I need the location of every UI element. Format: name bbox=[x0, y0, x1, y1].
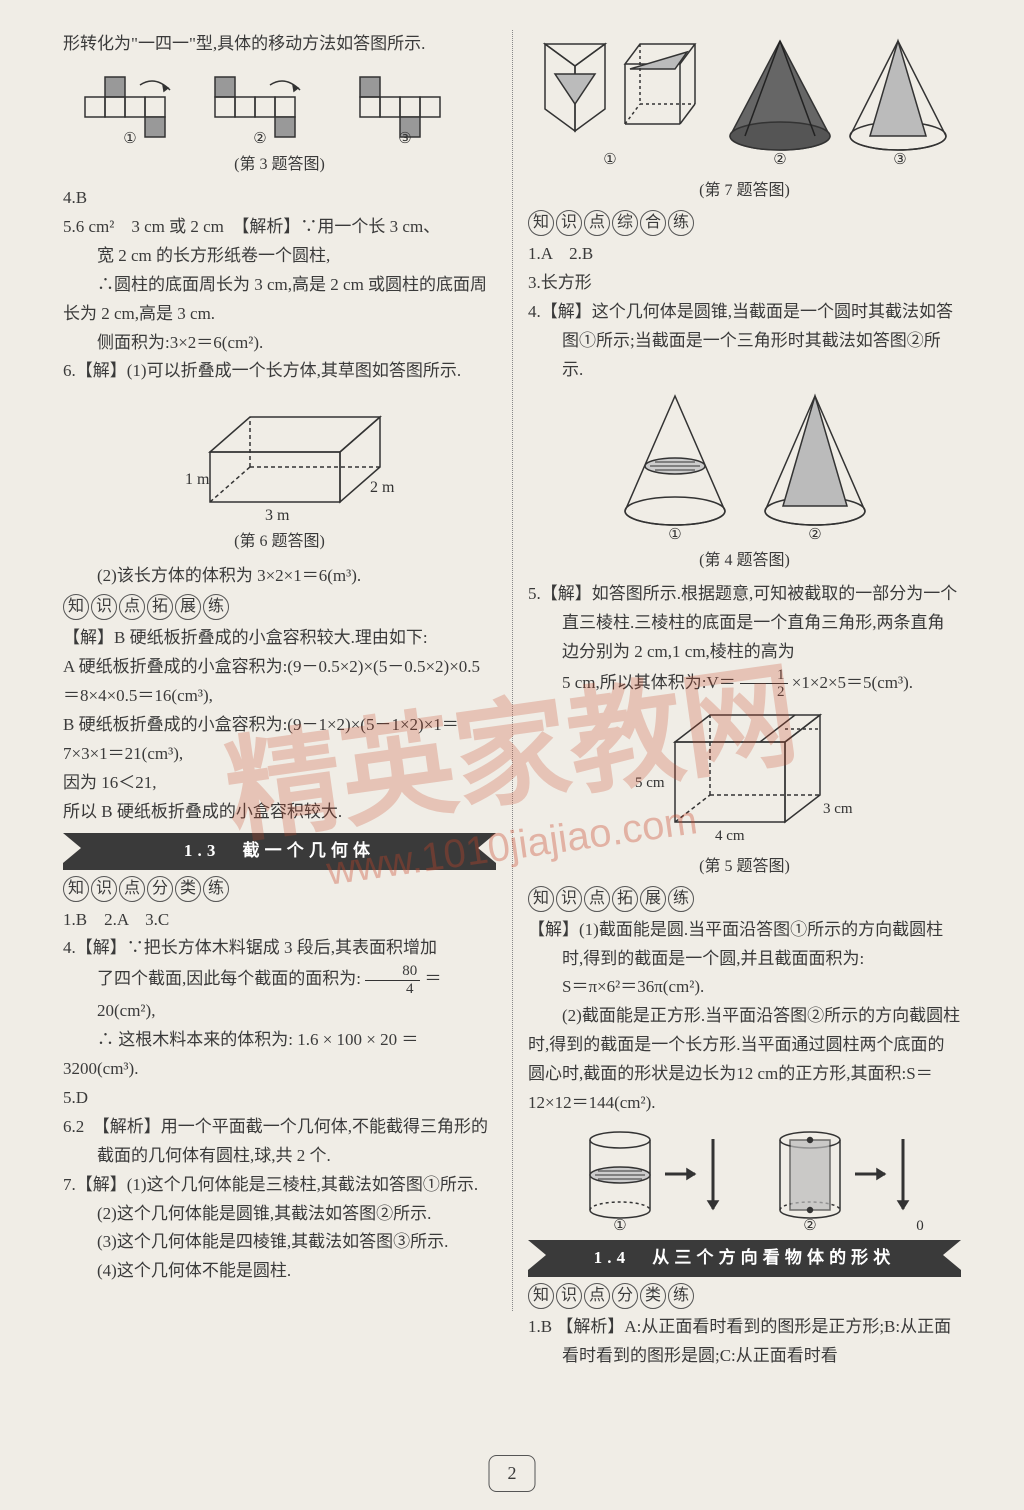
page-content: 形转化为"一四一"型,具体的移动方法如答图所示. bbox=[0, 0, 1024, 1371]
svg-text:②: ② bbox=[773, 152, 786, 168]
intro-text: 形转化为"一四一"型,具体的移动方法如答图所示. bbox=[63, 30, 496, 59]
q7-l2: (2)这个几何体能是圆锥,其截法如答图②所示. bbox=[63, 1200, 496, 1229]
column-divider bbox=[512, 30, 513, 1311]
ext-l4: 因为 16＜21, bbox=[63, 769, 496, 798]
q4b-l3: 20(cm²), bbox=[63, 997, 496, 1026]
left-column: 形转化为"一四一"型,具体的移动方法如答图所示. bbox=[55, 30, 512, 1371]
svg-text:①: ① bbox=[123, 131, 136, 145]
svg-text:②: ② bbox=[803, 1218, 816, 1234]
r-ext-l2: S＝π×6²＝36π(cm²). bbox=[528, 973, 961, 1002]
cls-title-left: 知识点分类练 bbox=[63, 876, 496, 902]
svg-text:5 cm: 5 cm bbox=[635, 775, 665, 791]
ext-title-left: 知识点拓展练 bbox=[63, 594, 496, 620]
section-1-4-bar: 1.4 从三个方向看物体的形状 bbox=[528, 1240, 961, 1277]
r-cls-l1: 1.B 【解析】A:从正面看时看到的图形是正方形;B:从正面看时看到的图形是圆;… bbox=[528, 1313, 961, 1371]
ext-l3: B 硬纸板折叠成的小盒容积为:(9－1×2)×(5－1×2)×1＝7×3×1＝2… bbox=[63, 711, 496, 769]
q4: 4.B bbox=[63, 184, 496, 213]
svg-text:3 m: 3 m bbox=[265, 507, 290, 522]
q7-l4: (4)这个几何体不能是圆柱. bbox=[63, 1257, 496, 1286]
cls-title-right: 知识点分类练 bbox=[528, 1283, 961, 1309]
r-q5-l2: 5 cm,所以其体积为:V＝ 12 ×1×2×5＝5(cm³). bbox=[528, 667, 961, 701]
svg-text:4 cm: 4 cm bbox=[715, 828, 745, 844]
q6-line1: 6.【解】(1)可以折叠成一个长方体,其草图如答图所示. bbox=[63, 357, 496, 386]
q4b-l2: 了四个截面,因此每个截面的面积为: 804 ＝ bbox=[63, 963, 496, 997]
svg-text:②: ② bbox=[808, 527, 821, 541]
q5-line3: ∴圆柱的底面周长为 3 cm,高是 2 cm 或圆柱的底面周长为 2 cm,高是… bbox=[63, 271, 496, 329]
ext-l5: 所以 B 硬纸板折叠成的小盒容积较大. bbox=[63, 798, 496, 827]
r-ext-l3: (2)截面能是正方形.当平面沿答图②所示的方向截圆柱时,得到的截面是一个长方形.… bbox=[528, 1002, 961, 1118]
figure-6-caption: (第 6 题答图) bbox=[63, 528, 496, 555]
q6-line2: (2)该长方体的体积为 3×2×1＝6(m³). bbox=[63, 562, 496, 591]
figure-4-cones: ① ② bbox=[595, 391, 895, 541]
svg-text:1 m: 1 m bbox=[185, 471, 210, 488]
svg-text:2 m: 2 m bbox=[370, 479, 395, 496]
q5-line2: 宽 2 cm 的长方形纸卷一个圆柱, bbox=[63, 242, 496, 271]
figure-3-nets: ① ② ③ bbox=[75, 65, 485, 145]
ext-l2: A 硬纸板折叠成的小盒容积为:(9－0.5×2)×(5－0.5×2)×0.5＝8… bbox=[63, 653, 496, 711]
right-column: ① ② ③ (第 7 题答图) 知识点综合练 1.A 2.B 3.长方形 4.【… bbox=[512, 30, 969, 1371]
r-ext-l1: 【解】(1)截面能是圆.当平面沿答图①所示的方向截圆柱时,得到的截面是一个圆,并… bbox=[528, 916, 961, 974]
comb-row: 1.A 2.B bbox=[528, 240, 961, 269]
svg-text:①: ① bbox=[613, 1218, 626, 1234]
cls-row: 1.B 2.A 3.C bbox=[63, 906, 496, 935]
page-number: 2 bbox=[489, 1455, 536, 1492]
q4b-l4: ∴ 这根木料本来的体积为: 1.6 × 100 × 20 ＝ 3200(cm³)… bbox=[63, 1026, 496, 1084]
figure-5-cuboid: 5 cm 4 cm 3 cm bbox=[630, 707, 860, 847]
svg-text:①: ① bbox=[603, 152, 616, 168]
q6b-l1: 6.2 【解析】用一个平面截一个几何体,不能截得三角形的截面的几何体有圆柱,球,… bbox=[63, 1113, 496, 1171]
svg-text:0: 0 bbox=[916, 1218, 924, 1234]
figure-5-caption: (第 5 题答图) bbox=[528, 853, 961, 880]
figure-7-caption: (第 7 题答图) bbox=[528, 177, 961, 204]
svg-text:③: ③ bbox=[398, 131, 411, 145]
q5-line4: 侧面积为:3×2＝6(cm²). bbox=[63, 329, 496, 358]
figure-3-caption: (第 3 题答图) bbox=[63, 151, 496, 178]
comb-q4: 4.【解】这个几何体是圆锥,当截面是一个圆时其截法如答图①所示;当截面是一个三角… bbox=[528, 298, 961, 385]
q4b-l1: 4.【解】∵把长方体木料锯成 3 段后,其表面积增加 bbox=[63, 934, 496, 963]
svg-text:②: ② bbox=[253, 131, 266, 145]
comb-title: 知识点综合练 bbox=[528, 210, 961, 236]
figure-6-cuboid: 1 m 2 m 3 m bbox=[150, 392, 410, 522]
ext-l1: 【解】B 硬纸板折叠成的小盒容积较大.理由如下: bbox=[63, 624, 496, 653]
q7-l1: 7.【解】(1)这个几何体能是三棱柱,其截法如答图①所示. bbox=[63, 1171, 496, 1200]
figure-7-solids: ① ② ③ bbox=[535, 36, 955, 171]
ext-title-right: 知识点拓展练 bbox=[528, 886, 961, 912]
svg-text:3 cm: 3 cm bbox=[823, 801, 853, 817]
q7-l3: (3)这个几何体能是四棱锥,其截法如答图③所示. bbox=[63, 1228, 496, 1257]
svg-text:③: ③ bbox=[893, 152, 906, 168]
svg-text:①: ① bbox=[668, 527, 681, 541]
comb-q3: 3.长方形 bbox=[528, 269, 961, 298]
figure-cylinders: ① ② 0 bbox=[545, 1124, 945, 1234]
q5b: 5.D bbox=[63, 1084, 496, 1113]
section-1-3-bar: 1.3 截一个几何体 bbox=[63, 833, 496, 870]
figure-4-caption: (第 4 题答图) bbox=[528, 547, 961, 574]
r-q5-l1: 5.【解】如答图所示.根据题意,可知被截取的一部分为一个直三棱柱.三棱柱的底面是… bbox=[528, 580, 961, 667]
q5-line1: 5.6 cm² 3 cm 或 2 cm 【解析】∵用一个长 3 cm、 bbox=[63, 213, 496, 242]
